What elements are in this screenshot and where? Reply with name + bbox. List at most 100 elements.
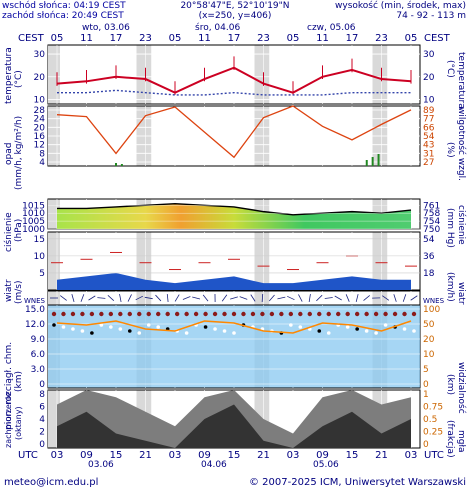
vis-tick-left: 9.0: [31, 335, 46, 345]
day-label-bottom-1: 03.06: [88, 460, 114, 470]
top-hour-label: 23: [139, 33, 152, 44]
cloud-base-marker: [289, 323, 293, 327]
wind-direction-arrow: [97, 297, 106, 299]
wind-direction-arrow: [60, 295, 67, 301]
cloud-base-marker: [317, 329, 322, 333]
cloud-top-marker: [156, 311, 161, 317]
dewpoint-line: [57, 89, 411, 96]
wind-direction-arrow: [261, 293, 264, 303]
pressure-tick-right: 750: [423, 225, 440, 235]
cloud-tick-left: 6: [39, 403, 45, 413]
wind-tick-right: 18: [423, 269, 435, 279]
humidity-tick-right: 66: [423, 123, 435, 133]
fog-tick-right: 0.75: [423, 403, 443, 413]
cloud-top-marker: [241, 311, 246, 317]
pressure-tick-left: 1005: [22, 217, 45, 227]
bottom-hour-label: 21: [375, 450, 388, 461]
cloud-top-marker: [108, 311, 114, 317]
cloud-top-marker: [373, 311, 379, 317]
temperature-night-band: [372, 45, 388, 104]
precip-tick-left: 20: [34, 123, 46, 133]
cloud-base-marker: [71, 327, 75, 331]
cloud-top-marker: [260, 311, 265, 317]
wind-direction-arrow: [144, 296, 153, 300]
cloud-top-marker: [336, 311, 341, 317]
precip-bar: [365, 160, 368, 166]
vis-tick-right: 100: [423, 305, 440, 315]
cloud-top-marker: [118, 311, 123, 317]
cloud-top-marker: [345, 311, 350, 317]
temp-tick-right: 20: [423, 73, 435, 83]
tz-bottom-right: UTC: [424, 450, 444, 461]
temp-tick-left: 10: [34, 95, 46, 105]
vis-tick-right: 10: [423, 350, 435, 360]
precip-tick-left: 12: [34, 141, 45, 151]
precip-tick-left: 24: [34, 115, 46, 125]
fog-tick-right: 0.25: [423, 428, 443, 438]
day-label-top-2: śro, 04.06: [195, 23, 241, 33]
fog-tick-right: 0: [423, 440, 429, 450]
pressure-tick-left: 1015: [22, 201, 45, 211]
footer-copyright: © 2007-2025 ICM, Uniwersytet Warszawski: [249, 477, 466, 488]
wind-night-band: [254, 232, 270, 290]
cloud-base-marker: [203, 325, 208, 329]
cloud-base-marker: [412, 329, 416, 333]
bottom-hour-label: 03: [169, 450, 182, 461]
wind-tick-left: 15: [34, 235, 45, 245]
pressure-tick-left: 1000: [22, 225, 45, 235]
fog-tick-right: 1: [423, 390, 429, 400]
vis-tick-left: 12.0: [25, 320, 45, 330]
cloud-tick-left: 8: [39, 390, 45, 400]
vis-tick-right: 0: [423, 380, 429, 390]
cloud-top-marker: [317, 311, 322, 317]
temperature-night-band: [254, 45, 270, 104]
cloud-base-marker: [383, 323, 388, 327]
temperature-night-band: [136, 45, 152, 104]
cloud-base-marker: [99, 323, 104, 327]
cloud-top-marker: [354, 311, 360, 317]
bottom-hour-label: 21: [139, 450, 152, 461]
wind-tick-right: 54: [423, 235, 435, 245]
wind-direction-arrow: [268, 294, 275, 302]
wind-direction-arrow: [334, 295, 342, 301]
cloud-base-marker: [402, 327, 407, 331]
cloud-top-marker: [364, 311, 369, 317]
wind-direction-arrow: [410, 295, 418, 301]
day-label-bottom-3: 05.06: [313, 460, 339, 470]
temp-tick-left: 20: [34, 73, 46, 83]
precip-tick-left: 4: [39, 158, 45, 168]
temp-tick-left: 30: [34, 50, 46, 60]
cloud-top-marker: [203, 311, 208, 317]
winddir-night-band: [254, 291, 270, 305]
humidity-tick-right: 31: [423, 149, 434, 159]
cloud-base-marker: [156, 325, 161, 329]
precip-tick-left: 8: [39, 149, 45, 159]
top-hour-label: 05: [169, 33, 182, 44]
cloud-top-marker: [174, 311, 180, 317]
bottom-hour-label: 15: [346, 450, 359, 461]
wind-direction-arrow: [166, 293, 169, 303]
cloud-tick-left: 0: [39, 440, 45, 450]
wind-direction-arrow: [308, 293, 311, 303]
cloud-top-marker: [80, 311, 85, 317]
cloud-base-marker: [232, 331, 236, 335]
tz-bottom-left: UTC: [18, 450, 38, 461]
bottom-hour-label: 03: [405, 450, 418, 461]
cloud-tick-left: 2: [39, 428, 45, 438]
visibility-sky: [48, 305, 420, 388]
wind-direction-arrow: [155, 294, 162, 302]
top-hour-label: 23: [257, 33, 270, 44]
footer-email[interactable]: meteo@icm.edu.pl: [4, 477, 99, 488]
sunrise-text: wschód słońca: 04:19 CEST: [2, 1, 126, 11]
cloud-top-marker: [402, 311, 407, 317]
humidity-tick-right: 43: [423, 141, 434, 151]
day-label-top-3: czw, 05.06: [307, 23, 356, 33]
wind-direction-arrow: [221, 294, 228, 302]
fog-tick-right: 0.5: [423, 415, 437, 425]
pressure-tick-right: 758: [423, 209, 440, 219]
humidity-line: [56, 105, 412, 159]
height-values: 74 - 92 - 113 m: [396, 11, 466, 21]
pressure-line: [57, 203, 412, 216]
cloud-base-marker: [298, 325, 303, 329]
